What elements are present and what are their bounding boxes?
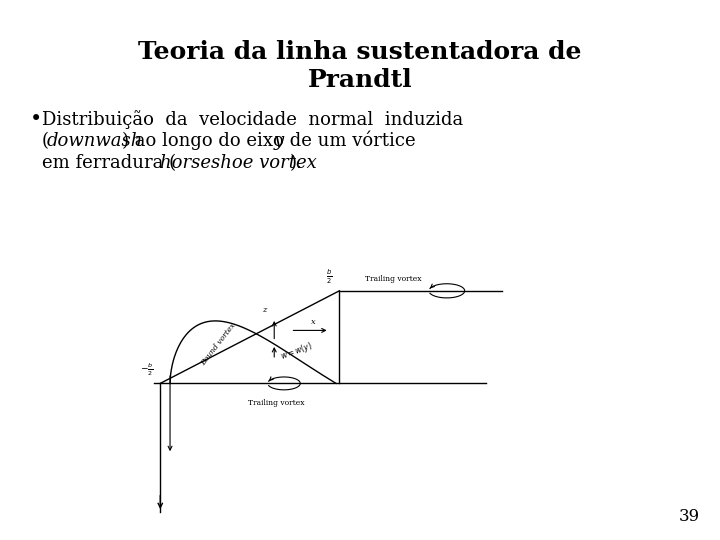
Text: Teoria da linha sustentadora de: Teoria da linha sustentadora de — [138, 40, 582, 64]
Text: $\frac{b}{2}$: $\frac{b}{2}$ — [326, 267, 333, 286]
Text: ) ao longo do eixo: ) ao longo do eixo — [122, 132, 289, 150]
Text: •: • — [30, 110, 42, 129]
Text: z: z — [262, 306, 266, 314]
Text: Prandtl: Prandtl — [307, 68, 413, 92]
Text: downwash: downwash — [47, 132, 143, 150]
Text: x: x — [311, 318, 315, 326]
Text: $w = w(y)$: $w = w(y)$ — [279, 340, 315, 363]
Text: Bound vortex: Bound vortex — [200, 322, 238, 368]
Text: de um vórtice: de um vórtice — [284, 132, 415, 150]
Text: em ferradura (: em ferradura ( — [42, 154, 176, 172]
Text: ).: ). — [290, 154, 303, 172]
Text: 39: 39 — [679, 508, 700, 525]
Text: y: y — [274, 132, 284, 150]
Text: Distribuição  da  velocidade  normal  induzida: Distribuição da velocidade normal induzi… — [42, 110, 463, 129]
Text: Trailing vortex: Trailing vortex — [365, 275, 422, 283]
Text: horseshoe vortex: horseshoe vortex — [160, 154, 317, 172]
Text: (: ( — [42, 132, 49, 150]
Text: Trailing vortex: Trailing vortex — [248, 399, 305, 407]
Text: $-\frac{b}{2}$: $-\frac{b}{2}$ — [140, 362, 154, 378]
